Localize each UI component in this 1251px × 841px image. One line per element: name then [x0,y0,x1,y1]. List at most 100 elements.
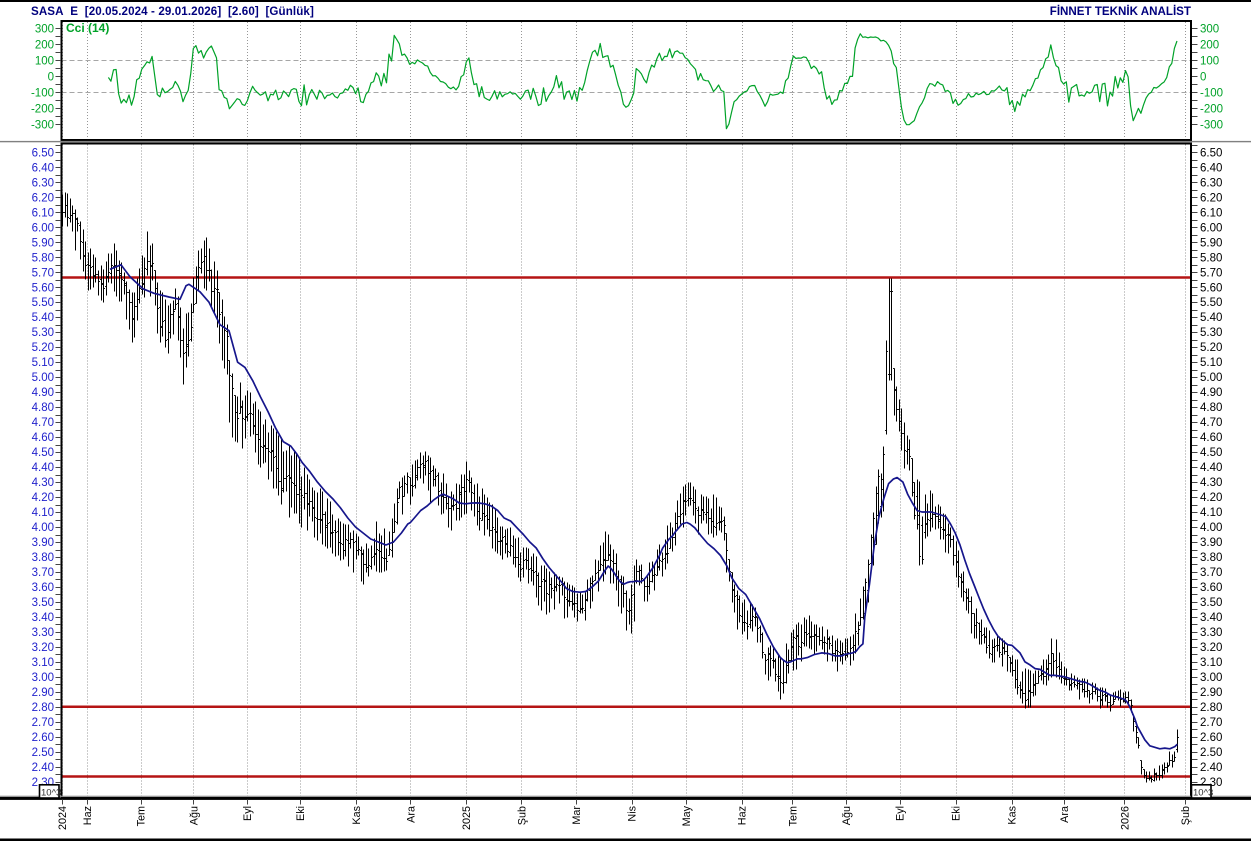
svg-text:5.40: 5.40 [1200,312,1222,324]
svg-text:6.40: 6.40 [1200,162,1222,174]
svg-text:4.50: 4.50 [1200,447,1222,459]
svg-text:Eyl: Eyl [895,806,907,821]
svg-text:Ağu: Ağu [841,806,853,825]
svg-text:4.00: 4.00 [1200,522,1222,534]
svg-text:-200: -200 [1200,104,1223,116]
svg-text:4.10: 4.10 [32,507,54,519]
svg-text:3.30: 3.30 [1200,627,1222,639]
svg-text:5.20: 5.20 [1200,342,1222,354]
svg-text:5.60: 5.60 [1200,282,1222,294]
svg-text:5.40: 5.40 [32,312,54,324]
svg-text:3.90: 3.90 [1200,537,1222,549]
svg-text:3.70: 3.70 [32,567,54,579]
svg-text:2.60: 2.60 [32,732,54,744]
svg-text:200: 200 [35,40,54,52]
svg-text:-100: -100 [31,88,54,100]
svg-text:5.80: 5.80 [32,252,54,264]
svg-text:4.10: 4.10 [1200,507,1222,519]
svg-text:6.40: 6.40 [32,162,54,174]
svg-text:6.50: 6.50 [1200,147,1222,159]
svg-text:3.10: 3.10 [32,657,54,669]
svg-text:Şub: Şub [516,806,528,825]
svg-text:4.30: 4.30 [1200,477,1222,489]
svg-text:5.70: 5.70 [32,267,54,279]
svg-text:3.80: 3.80 [32,552,54,564]
svg-text:300: 300 [35,24,54,36]
svg-text:-100: -100 [1200,88,1223,100]
svg-text:200: 200 [1200,40,1219,52]
svg-text:Eki: Eki [951,806,963,821]
svg-text:-300: -300 [31,120,54,132]
svg-text:-200: -200 [31,104,54,116]
svg-text:6.20: 6.20 [32,192,54,204]
svg-text:4.80: 4.80 [1200,402,1222,414]
svg-text:5.00: 5.00 [1200,372,1222,384]
svg-text:0: 0 [1200,72,1206,84]
svg-text:3.40: 3.40 [32,612,54,624]
svg-text:3.10: 3.10 [1200,657,1222,669]
svg-text:4.40: 4.40 [32,462,54,474]
svg-text:2.40: 2.40 [1200,762,1222,774]
svg-text:Kas: Kas [1007,805,1019,824]
svg-text:5.10: 5.10 [1200,357,1222,369]
svg-text:100: 100 [1200,56,1219,68]
svg-text:4.20: 4.20 [1200,492,1222,504]
svg-text:4.20: 4.20 [32,492,54,504]
svg-text:Eyl: Eyl [242,806,254,821]
svg-text:5.30: 5.30 [1200,327,1222,339]
svg-text:Eki: Eki [295,806,307,821]
svg-text:10^3: 10^3 [1193,788,1213,799]
svg-text:4.30: 4.30 [32,477,54,489]
svg-text:2.80: 2.80 [1200,702,1222,714]
svg-text:6.10: 6.10 [32,207,54,219]
svg-text:5.90: 5.90 [1200,237,1222,249]
svg-text:2.90: 2.90 [1200,687,1222,699]
svg-text:4.70: 4.70 [32,417,54,429]
svg-text:6.00: 6.00 [1200,222,1222,234]
svg-text:3.80: 3.80 [1200,552,1222,564]
svg-text:2.50: 2.50 [1200,747,1222,759]
svg-text:Ağu: Ağu [188,806,200,825]
svg-text:Mar: Mar [571,806,583,825]
svg-text:2025: 2025 [461,806,473,830]
svg-text:2.90: 2.90 [32,687,54,699]
svg-text:2.70: 2.70 [32,717,54,729]
svg-text:3.60: 3.60 [32,582,54,594]
svg-text:Haz: Haz [82,806,94,825]
svg-text:Tem: Tem [136,806,148,826]
svg-text:2.60: 2.60 [1200,732,1222,744]
svg-text:4.50: 4.50 [32,447,54,459]
svg-text:Nis: Nis [627,805,639,821]
svg-text:4.90: 4.90 [32,387,54,399]
svg-text:6.20: 6.20 [1200,192,1222,204]
svg-text:Ara: Ara [1059,806,1071,823]
svg-text:4.80: 4.80 [32,402,54,414]
svg-text:FİNNET TEKNİK ANALİST: FİNNET TEKNİK ANALİST [1050,5,1191,18]
svg-text:6.00: 6.00 [32,222,54,234]
svg-text:6.30: 6.30 [32,177,54,189]
svg-text:Kas: Kas [351,805,363,824]
svg-text:Şub: Şub [1180,806,1192,825]
svg-text:5.60: 5.60 [32,282,54,294]
svg-text:5.30: 5.30 [32,327,54,339]
svg-text:3.90: 3.90 [32,537,54,549]
svg-text:100: 100 [35,56,54,68]
svg-text:5.50: 5.50 [32,297,54,309]
svg-text:6.50: 6.50 [32,147,54,159]
svg-text:5.20: 5.20 [32,342,54,354]
svg-text:5.70: 5.70 [1200,267,1222,279]
svg-text:2024: 2024 [57,806,69,830]
svg-text:5.80: 5.80 [1200,252,1222,264]
svg-text:4.00: 4.00 [32,522,54,534]
svg-text:2.40: 2.40 [32,762,54,774]
svg-text:-300: -300 [1200,120,1223,132]
svg-text:Haz: Haz [737,806,749,825]
svg-text:10^3: 10^3 [41,788,61,799]
svg-text:2.50: 2.50 [32,747,54,759]
svg-text:3.40: 3.40 [1200,612,1222,624]
svg-text:3.30: 3.30 [32,627,54,639]
svg-text:2.80: 2.80 [32,702,54,714]
svg-text:Cci (14): Cci (14) [66,21,109,35]
svg-text:5.90: 5.90 [32,237,54,249]
svg-text:SASA E [20.05.2024 - 29.01.2: SASA E [20.05.2024 - 29.01.2026] [2.60] … [31,5,314,18]
